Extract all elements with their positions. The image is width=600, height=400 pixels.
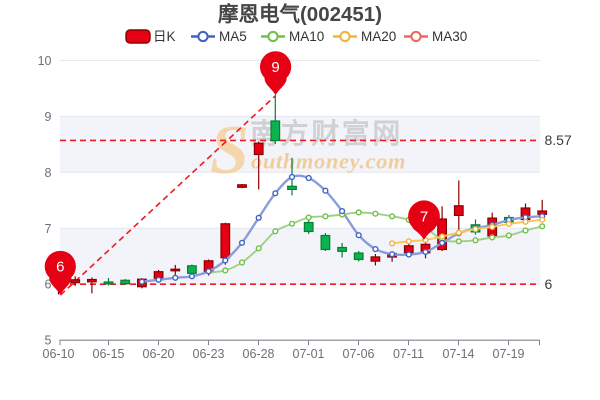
svg-text:摩恩电气(002451): 摩恩电气(002451) — [218, 2, 382, 26]
svg-text:outhmoney.com: outhmoney.com — [251, 149, 406, 174]
svg-text:日K: 日K — [153, 29, 176, 44]
svg-text:8.57: 8.57 — [545, 132, 572, 148]
svg-text:07-19: 07-19 — [493, 347, 525, 361]
svg-text:07-14: 07-14 — [443, 347, 475, 361]
svg-text:MA10: MA10 — [289, 29, 324, 44]
svg-text:9: 9 — [271, 59, 279, 76]
svg-text:6: 6 — [56, 259, 64, 276]
svg-text:06-28: 06-28 — [243, 347, 275, 361]
svg-text:8: 8 — [45, 166, 52, 180]
svg-text:07-11: 07-11 — [393, 347, 424, 361]
svg-text:07-06: 07-06 — [343, 347, 375, 361]
svg-text:MA5: MA5 — [219, 29, 247, 44]
svg-text:MA20: MA20 — [361, 29, 396, 44]
svg-text:6: 6 — [45, 278, 52, 292]
svg-text:10: 10 — [38, 54, 52, 68]
svg-text:MA30: MA30 — [432, 29, 467, 44]
svg-text:6: 6 — [545, 276, 553, 292]
svg-text:07-01: 07-01 — [293, 347, 325, 361]
svg-text:5: 5 — [45, 334, 52, 348]
svg-text:7: 7 — [45, 222, 52, 236]
svg-text:06-15: 06-15 — [93, 347, 125, 361]
svg-text:06-10: 06-10 — [43, 347, 75, 361]
svg-text:7: 7 — [420, 208, 428, 225]
svg-text:06-20: 06-20 — [143, 347, 175, 361]
svg-text:9: 9 — [45, 110, 52, 124]
svg-text:06-23: 06-23 — [193, 347, 225, 361]
